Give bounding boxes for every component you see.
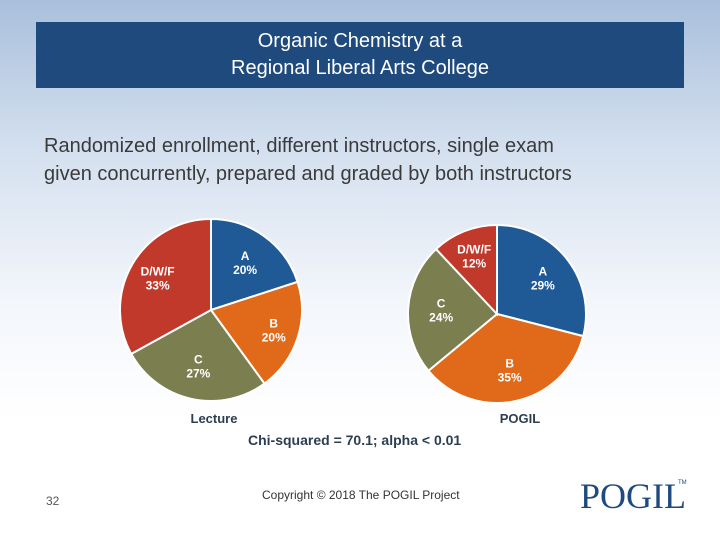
pie-slice-lecture-c bbox=[129, 308, 266, 402]
chart-title-lecture: Lecture bbox=[191, 411, 238, 426]
slice-value-lecture-a: 20% bbox=[233, 263, 257, 277]
slice-value-lecture-dwf: 33% bbox=[146, 278, 170, 292]
slice-label-pogil-b: B bbox=[505, 357, 514, 371]
subtitle-line-1: Randomized enrollment, different instruc… bbox=[44, 135, 554, 157]
slice-label-lecture-c: C bbox=[194, 353, 203, 367]
slice-value-lecture-b: 20% bbox=[262, 330, 286, 344]
pogil-logo: POGIL TM bbox=[580, 476, 687, 516]
slice-value-lecture-c: 27% bbox=[186, 367, 210, 381]
pie-slice-lecture-a bbox=[210, 217, 299, 312]
pie-slice-pogil-c bbox=[407, 247, 499, 373]
title-line-2: Regional Liberal Arts College bbox=[231, 57, 489, 79]
pie-slice-pogil-a bbox=[496, 223, 587, 338]
page-number: 32 bbox=[46, 494, 60, 508]
slide-title: Organic Chemistry at a Regional Liberal … bbox=[36, 22, 684, 88]
chi-squared-note: Chi-squared = 70.1; alpha < 0.01 bbox=[248, 432, 462, 448]
logo-text: POGIL bbox=[580, 476, 686, 516]
slice-label-lecture-b: B bbox=[269, 316, 278, 330]
slice-value-pogil-c: 24% bbox=[429, 310, 453, 324]
pie-slice-lecture-dwf bbox=[119, 217, 212, 356]
slice-label-pogil-c: C bbox=[437, 296, 446, 310]
copyright-text: Copyright © 2018 The POGIL Project bbox=[262, 488, 460, 502]
slice-label-lecture-dwf: D/W/F bbox=[141, 264, 175, 278]
slice-value-pogil-a: 29% bbox=[531, 278, 555, 292]
slice-label-lecture-a: A bbox=[241, 249, 250, 263]
pie-slice-pogil-b bbox=[427, 312, 585, 404]
pie-slice-lecture-b bbox=[209, 280, 303, 386]
title-line-1: Organic Chemistry at a bbox=[257, 30, 463, 52]
logo-tm: TM bbox=[678, 480, 687, 486]
slide-subtitle: Randomized enrollment, different instruc… bbox=[44, 132, 694, 188]
pie-slice-pogil-dwf bbox=[434, 223, 498, 317]
subtitle-line-2: given concurrently, prepared and graded … bbox=[44, 163, 572, 185]
slice-value-pogil-b: 35% bbox=[498, 371, 522, 385]
slice-label-pogil-dwf: D/W/F bbox=[457, 242, 491, 256]
slice-value-pogil-dwf: 12% bbox=[462, 256, 486, 270]
chart-title-pogil: POGIL bbox=[500, 411, 541, 426]
slice-label-pogil-a: A bbox=[538, 264, 547, 278]
